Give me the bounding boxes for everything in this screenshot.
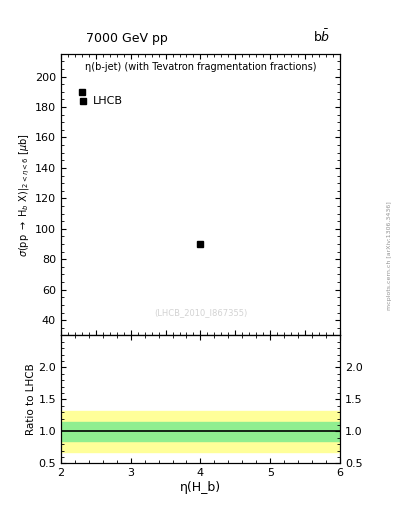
Text: (LHCB_2010_I867355): (LHCB_2010_I867355) (154, 308, 247, 317)
LHCB (198, 241, 203, 247)
Y-axis label: Ratio to LHCB: Ratio to LHCB (26, 364, 35, 435)
LHCB (79, 89, 84, 95)
Text: η(b-jet) (with Tevatron fragmentation fractions): η(b-jet) (with Tevatron fragmentation fr… (84, 62, 316, 72)
Text: mcplots.cern.ch [arXiv:1306.3436]: mcplots.cern.ch [arXiv:1306.3436] (387, 202, 392, 310)
Y-axis label: $\sigma$(pp $\rightarrow$ H$_b$ X)|$_{2<\eta<6}$ [$\mu$b]: $\sigma$(pp $\rightarrow$ H$_b$ X)|$_{2<… (18, 133, 32, 257)
Legend: LHCB: LHCB (75, 93, 126, 110)
Bar (61, 411, 340, 452)
X-axis label: η(H_b): η(H_b) (180, 481, 221, 494)
Bar (61, 422, 340, 441)
Text: 7000 GeV pp: 7000 GeV pp (86, 32, 168, 45)
Line: LHCB: LHCB (78, 89, 204, 247)
Text: b$\bar{b}$: b$\bar{b}$ (313, 29, 330, 45)
